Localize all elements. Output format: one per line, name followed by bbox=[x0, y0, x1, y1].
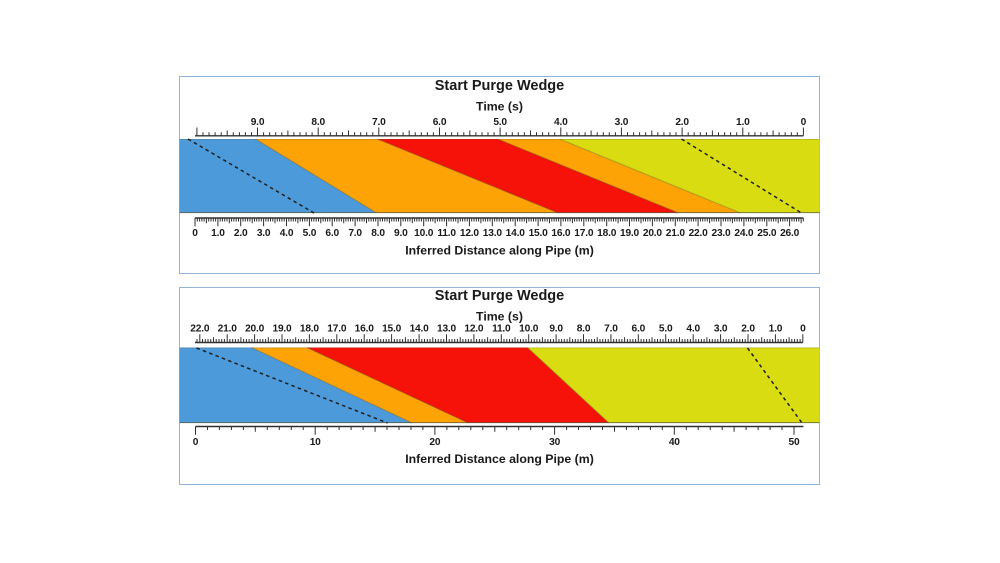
svg-text:2.0: 2.0 bbox=[741, 324, 755, 335]
svg-text:9.0: 9.0 bbox=[250, 116, 264, 127]
svg-text:4.0: 4.0 bbox=[554, 116, 568, 127]
svg-text:12.0: 12.0 bbox=[464, 324, 484, 335]
svg-text:0: 0 bbox=[800, 116, 806, 127]
svg-text:22.0: 22.0 bbox=[190, 324, 210, 335]
svg-text:20.0: 20.0 bbox=[642, 228, 662, 239]
svg-text:5.0: 5.0 bbox=[493, 116, 507, 127]
svg-text:14.0: 14.0 bbox=[505, 228, 525, 239]
svg-text:1.0: 1.0 bbox=[211, 228, 225, 239]
svg-text:17.0: 17.0 bbox=[327, 324, 347, 335]
svg-text:12.0: 12.0 bbox=[459, 228, 479, 239]
svg-text:18.0: 18.0 bbox=[597, 228, 617, 239]
svg-text:8.0: 8.0 bbox=[311, 116, 325, 127]
svg-text:16.0: 16.0 bbox=[354, 324, 374, 335]
svg-text:7.0: 7.0 bbox=[604, 324, 618, 335]
svg-text:Start Purge Wedge: Start Purge Wedge bbox=[434, 288, 563, 304]
svg-text:26.0: 26.0 bbox=[780, 228, 800, 239]
svg-text:5.0: 5.0 bbox=[658, 324, 672, 335]
svg-text:16.0: 16.0 bbox=[551, 228, 571, 239]
svg-text:13.0: 13.0 bbox=[436, 324, 456, 335]
svg-text:19.0: 19.0 bbox=[619, 228, 639, 239]
svg-text:Inferred Distance along Pipe (: Inferred Distance along Pipe (m) bbox=[405, 243, 594, 257]
svg-text:6.0: 6.0 bbox=[432, 116, 446, 127]
svg-text:1.0: 1.0 bbox=[768, 324, 782, 335]
svg-text:15.0: 15.0 bbox=[382, 324, 402, 335]
svg-text:40: 40 bbox=[668, 437, 679, 448]
svg-text:5.0: 5.0 bbox=[302, 228, 316, 239]
svg-text:Time (s): Time (s) bbox=[476, 310, 523, 324]
svg-text:3.0: 3.0 bbox=[256, 228, 270, 239]
svg-text:2.0: 2.0 bbox=[233, 228, 247, 239]
svg-text:20.0: 20.0 bbox=[245, 324, 265, 335]
svg-text:10.0: 10.0 bbox=[414, 228, 434, 239]
svg-text:11.0: 11.0 bbox=[492, 324, 511, 335]
svg-text:22.0: 22.0 bbox=[688, 228, 708, 239]
svg-text:8.0: 8.0 bbox=[371, 228, 385, 239]
svg-text:0: 0 bbox=[192, 437, 198, 448]
svg-text:Time (s): Time (s) bbox=[476, 99, 523, 113]
svg-text:10.0: 10.0 bbox=[519, 324, 539, 335]
svg-text:18.0: 18.0 bbox=[299, 324, 319, 335]
svg-text:2.0: 2.0 bbox=[675, 116, 689, 127]
svg-text:6.0: 6.0 bbox=[631, 324, 645, 335]
svg-text:9.0: 9.0 bbox=[394, 228, 408, 239]
svg-text:25.0: 25.0 bbox=[757, 228, 777, 239]
svg-text:17.0: 17.0 bbox=[574, 228, 594, 239]
svg-text:19.0: 19.0 bbox=[272, 324, 292, 335]
svg-text:3.0: 3.0 bbox=[713, 324, 727, 335]
svg-text:30: 30 bbox=[549, 437, 560, 448]
svg-text:21.0: 21.0 bbox=[217, 324, 237, 335]
svg-text:21.0: 21.0 bbox=[665, 228, 685, 239]
svg-text:50: 50 bbox=[788, 437, 799, 448]
svg-text:4.0: 4.0 bbox=[279, 228, 293, 239]
svg-text:11.0: 11.0 bbox=[437, 228, 456, 239]
svg-text:7.0: 7.0 bbox=[372, 116, 386, 127]
svg-text:14.0: 14.0 bbox=[409, 324, 429, 335]
svg-text:10: 10 bbox=[309, 437, 320, 448]
svg-text:24.0: 24.0 bbox=[734, 228, 754, 239]
svg-text:15.0: 15.0 bbox=[528, 228, 548, 239]
svg-text:3.0: 3.0 bbox=[614, 116, 628, 127]
svg-text:20: 20 bbox=[429, 437, 440, 448]
svg-text:1.0: 1.0 bbox=[736, 116, 750, 127]
svg-text:7.0: 7.0 bbox=[348, 228, 362, 239]
svg-text:4.0: 4.0 bbox=[686, 324, 700, 335]
svg-text:9.0: 9.0 bbox=[549, 324, 563, 335]
svg-text:0: 0 bbox=[192, 228, 198, 239]
svg-text:6.0: 6.0 bbox=[325, 228, 339, 239]
svg-text:Start Purge Wedge: Start Purge Wedge bbox=[434, 78, 563, 94]
svg-text:0: 0 bbox=[800, 324, 806, 335]
svg-text:Inferred Distance along Pipe (: Inferred Distance along Pipe (m) bbox=[405, 452, 594, 466]
svg-text:8.0: 8.0 bbox=[576, 324, 590, 335]
svg-text:13.0: 13.0 bbox=[482, 228, 502, 239]
svg-text:23.0: 23.0 bbox=[711, 228, 731, 239]
